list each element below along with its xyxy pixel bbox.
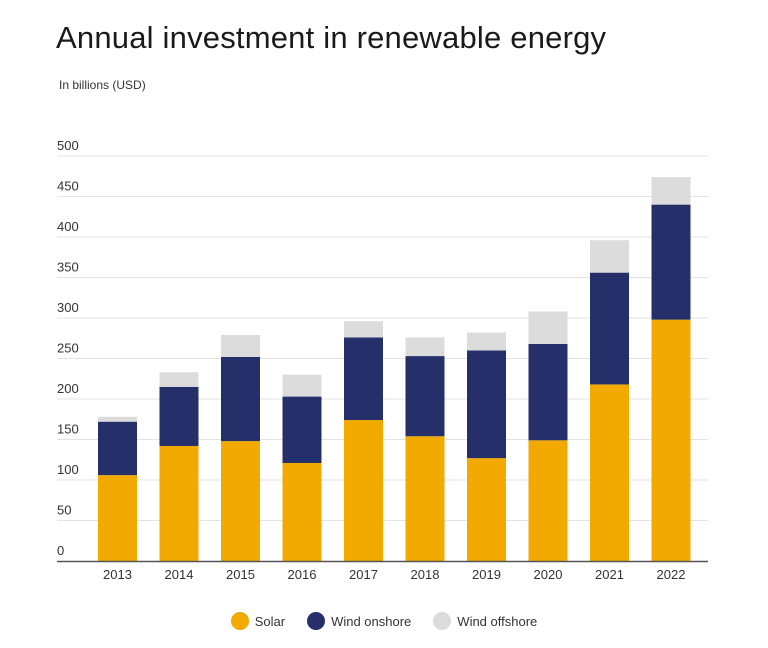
y-tick-label: 500 — [57, 138, 79, 153]
x-tick-label: 2019 — [472, 567, 501, 582]
y-tick-label: 100 — [57, 462, 79, 477]
bar-segment-wind-offshore — [344, 321, 383, 338]
chart-title: Annual investment in renewable energy — [56, 20, 607, 55]
legend-item-wind-onshore: Wind onshore — [307, 612, 411, 630]
x-tick-label: 2014 — [165, 567, 194, 582]
bar-segment-wind-offshore — [221, 335, 260, 357]
x-tick-label: 2016 — [288, 567, 317, 582]
bar-segment-wind-onshore — [467, 350, 506, 459]
y-tick-label: 50 — [57, 503, 71, 518]
legend-label-wind-onshore: Wind onshore — [331, 613, 412, 629]
legend-swatch-wind-offshore — [433, 612, 452, 630]
x-tick-label: 2018 — [411, 567, 440, 582]
legend-item-solar: Solar — [230, 612, 286, 630]
y-tick-label: 350 — [57, 260, 79, 275]
bar-segment-solar — [98, 475, 137, 561]
bar-segment-solar — [651, 319, 691, 561]
y-tick-label: 400 — [57, 219, 79, 234]
bar-segment-wind-offshore — [651, 177, 691, 205]
bar-segment-wind-onshore — [98, 421, 137, 476]
legend-swatch-solar — [230, 612, 249, 630]
legend-swatch-wind-onshore — [307, 612, 326, 630]
bar-segment-wind-offshore — [405, 337, 445, 357]
bar-segment-solar — [528, 440, 568, 561]
bar-segment-solar — [159, 445, 199, 561]
bar-segment-wind-onshore — [405, 356, 445, 437]
legend-label-wind-offshore: Wind offshore — [457, 613, 538, 629]
y-tick-label: 250 — [57, 341, 79, 356]
bar-segment-wind-onshore — [159, 386, 199, 446]
y-tick-label: 300 — [57, 300, 79, 315]
bar-segment-solar — [221, 441, 260, 561]
bar-segment-wind-offshore — [528, 311, 568, 344]
x-tick-label: 2017 — [349, 567, 378, 582]
legend-label-solar: Solar — [254, 613, 286, 629]
bar-segment-solar — [467, 458, 506, 561]
bar-segment-wind-offshore — [590, 240, 629, 273]
legend-item-wind-offshore: Wind offshore — [433, 612, 537, 630]
y-tick-label: 450 — [57, 179, 79, 194]
bar-segment-wind-offshore — [467, 332, 506, 351]
bar-segment-solar — [282, 462, 322, 561]
x-tick-label: 2021 — [595, 567, 624, 582]
y-tick-label: 150 — [57, 422, 79, 437]
legend: Solar Wind onshore Wind offshore — [0, 612, 768, 630]
bar-segment-solar — [405, 436, 445, 561]
x-tick-label: 2022 — [657, 567, 686, 582]
bar-segment-wind-offshore — [159, 372, 199, 387]
bar-segment-wind-onshore — [651, 204, 691, 320]
y-tick-label: 200 — [57, 381, 79, 396]
bar-segment-wind-onshore — [528, 343, 568, 441]
bar-segment-wind-onshore — [344, 337, 383, 421]
y-axis-unit-label: In billions (USD) — [59, 78, 146, 92]
bar-segment-wind-onshore — [221, 356, 260, 442]
bar-segment-wind-offshore — [282, 374, 322, 397]
x-tick-label: 2020 — [534, 567, 563, 582]
bar-segment-wind-onshore — [590, 272, 629, 385]
x-tick-label: 2015 — [226, 567, 255, 582]
bar-segment-wind-onshore — [282, 396, 322, 463]
bar-segment-solar — [590, 384, 629, 561]
y-tick-label: 0 — [57, 543, 64, 558]
stacked-bar-chart: 0 50 100 150 200 250 300 350 400 450 500 2013 2014 20… — [57, 138, 708, 582]
x-tick-label: 2013 — [103, 567, 132, 582]
bar-segment-wind-offshore — [98, 416, 137, 422]
bar-segment-solar — [344, 420, 383, 561]
